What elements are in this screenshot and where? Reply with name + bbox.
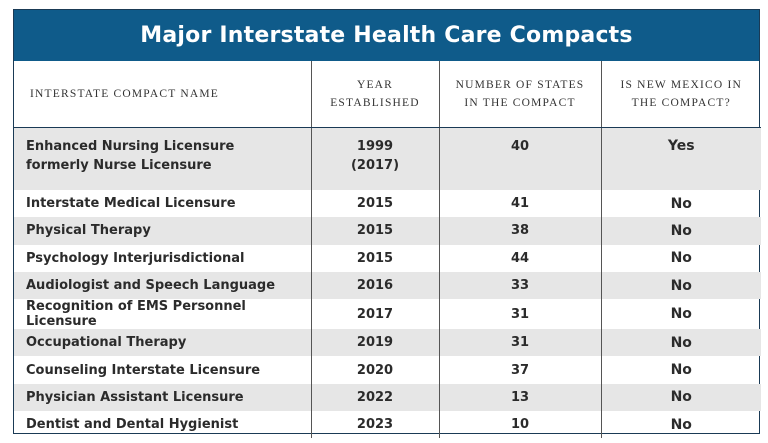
year-cell: 2017 <box>310 299 439 330</box>
header-year-line2: Established <box>330 97 420 109</box>
new-mexico-cell: No <box>600 356 761 384</box>
new-mexico-cell: No <box>600 329 761 357</box>
table-row: Enhanced Nursing Licensure formerly Nurs… <box>14 127 761 190</box>
year-cell: 2023 <box>310 411 439 439</box>
compact-name-cell: Dentist and Dental Hygienist <box>26 417 239 433</box>
compact-name-cell: Recognition of EMS Personnel Licensure <box>26 299 246 330</box>
new-mexico-cell: No <box>600 244 761 272</box>
new-mexico-cell: Yes <box>600 127 761 190</box>
compact-name-cell: Physician Assistant Licensure <box>14 383 311 412</box>
states-cell: 31 <box>438 329 601 357</box>
header-states-line2: in the Compact <box>464 97 576 109</box>
states-cell: 37 <box>438 356 601 384</box>
year-line1: 1999 <box>356 139 394 154</box>
table-row: Dentist and Dental Hygienist 2023 10 No <box>14 411 761 439</box>
header-year: Year Established <box>310 61 439 128</box>
compact-name-cell: Psychology Interjurisdictional <box>26 250 245 266</box>
compact-name-cell: Occupational Therapy <box>14 329 311 357</box>
year-cell: 2016 <box>310 271 439 300</box>
header-row: Interstate Compact Name Year Established… <box>14 61 761 128</box>
year-cell: 2022 <box>310 383 439 412</box>
year-cell: 2019 <box>310 329 439 357</box>
compact-name-line1: Enhanced Nursing Licensure <box>26 139 235 154</box>
states-cell: 31 <box>438 299 601 330</box>
header-new-mexico: Is New Mexico in the Compact? <box>600 61 761 128</box>
compact-name-cell: Counseling Interstate Licensure <box>26 362 261 378</box>
year-cell: 2015 <box>310 217 439 245</box>
states-cell: 13 <box>438 383 601 412</box>
table-row: Psychology Interjurisdictional 2015 44 N… <box>14 244 761 272</box>
table-row: Audiologist and Speech Language 2016 33 … <box>14 271 761 300</box>
compact-name-cell: Enhanced Nursing Licensure formerly Nurs… <box>14 127 311 190</box>
compact-name-cell: Interstate Medical Licensure <box>26 196 236 212</box>
states-cell: 44 <box>438 244 601 272</box>
table-row: Physical Therapy 2015 38 No <box>14 217 761 245</box>
compact-name-line2: formerly Nurse Licensure <box>26 158 212 173</box>
header-states-line1: Number of States <box>455 79 585 91</box>
table-row: Physician Assistant Licensure 2022 13 No <box>14 383 761 412</box>
states-cell: 33 <box>438 271 601 300</box>
year-line2: (2017) <box>350 158 400 173</box>
compacts-table-frame: Major Interstate Health Care Compacts In… <box>13 9 761 439</box>
new-mexico-cell: No <box>600 190 761 218</box>
compact-name-cell: Audiologist and Speech Language <box>14 271 311 300</box>
states-cell: 38 <box>438 217 601 245</box>
table-row: Counseling Interstate Licensure 2020 37 … <box>14 356 761 384</box>
table-row: Interstate Medical Licensure 2015 41 No <box>14 190 761 218</box>
header-nm-line1: Is New Mexico in <box>620 79 743 91</box>
header-nm-line2: the Compact? <box>631 97 731 109</box>
year-cell: 2015 <box>310 190 439 218</box>
header-states: Number of States in the Compact <box>438 61 601 128</box>
year-cell: 2015 <box>310 244 439 272</box>
year-cell: 1999 (2017) <box>310 127 439 190</box>
year-cell: 2020 <box>310 356 439 384</box>
header-compact-name: Interstate Compact Name <box>14 61 311 128</box>
new-mexico-cell: No <box>600 411 761 439</box>
table-row: Recognition of EMS Personnel Licensure 2… <box>14 299 761 330</box>
new-mexico-cell: No <box>600 271 761 300</box>
compacts-table: Interstate Compact Name Year Established… <box>14 61 761 439</box>
new-mexico-cell: No <box>600 217 761 245</box>
states-cell: 41 <box>438 190 601 218</box>
new-mexico-cell: No <box>600 299 761 330</box>
table-row: Occupational Therapy 2019 31 No <box>14 329 761 357</box>
states-cell: 40 <box>438 127 601 190</box>
compact-name-cell: Physical Therapy <box>14 217 311 245</box>
states-cell: 10 <box>438 411 601 439</box>
new-mexico-cell: No <box>600 383 761 412</box>
header-year-line1: Year <box>356 79 394 91</box>
table-title: Major Interstate Health Care Compacts <box>14 10 759 61</box>
